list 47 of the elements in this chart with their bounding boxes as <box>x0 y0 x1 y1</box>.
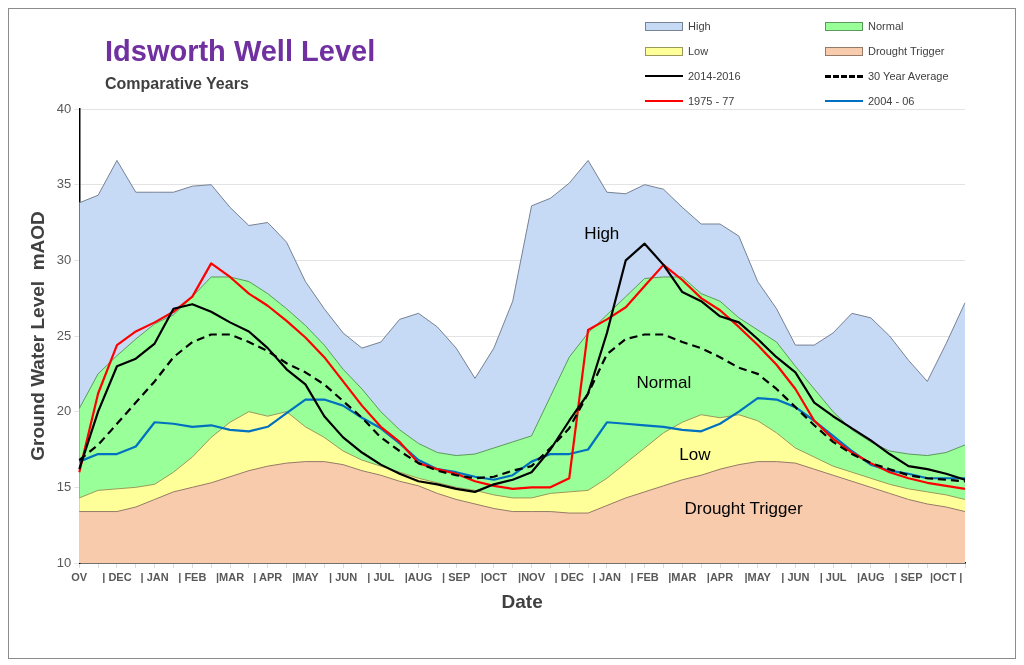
x-tick-label: | JAN <box>140 570 169 583</box>
x-tick-label: | FEB <box>630 570 659 583</box>
legend-label: Low <box>688 45 709 57</box>
legend-label: High <box>688 20 711 32</box>
x-tick-label: | JAN <box>592 570 622 583</box>
x-tick-label: | SEP <box>442 570 471 583</box>
x-tick-label: | APR <box>253 570 283 583</box>
x-tick-label: |OCT <box>480 570 508 583</box>
x-tick-label: |AUG <box>404 570 433 583</box>
y-tick-label: 10 <box>56 554 72 570</box>
annotation: Low <box>679 444 712 464</box>
annotation: Drought Trigger <box>684 499 803 519</box>
x-tick-label: | DEC <box>554 570 584 583</box>
legend-label: 2014-2016 <box>688 70 741 82</box>
x-tick-label: |MAY <box>744 570 772 583</box>
legend-label: 2004 - 06 <box>868 95 915 107</box>
x-tick-label: | DEC <box>102 570 132 583</box>
y-tick-label: 35 <box>56 176 72 192</box>
chart-title: Idsworth Well Level <box>105 35 376 68</box>
x-tick-label: |OCT | <box>929 570 963 583</box>
legend-label: 1975 - 77 <box>688 95 735 107</box>
x-tick-label: |APR <box>706 570 734 583</box>
y-tick-label: 15 <box>56 478 72 494</box>
x-tick-label: | SEP <box>894 570 923 583</box>
y-tick-label: 30 <box>56 251 72 267</box>
x-tick-label: |MAR <box>668 570 697 583</box>
annotation: High <box>584 223 620 243</box>
chart-subtitle: Comparative Years <box>105 75 249 93</box>
y-tick-label: 20 <box>56 403 72 419</box>
legend-label: Drought Trigger <box>868 45 945 57</box>
x-tick-label: | JUL <box>819 570 847 583</box>
legend-label: Normal <box>868 20 904 32</box>
x-tick-label: | JUN <box>329 570 358 583</box>
x-tick-label: | JUN <box>781 570 810 583</box>
y-axis-title: Ground Water Level mAOD <box>26 211 48 461</box>
x-tick-label: | FEB <box>178 570 207 583</box>
y-tick-label: 25 <box>56 327 72 343</box>
x-axis-title: Date <box>501 590 543 612</box>
x-tick-label: |AUG <box>857 570 885 583</box>
y-tick-label: 40 <box>56 100 72 116</box>
x-tick-label: | JUL <box>367 570 395 583</box>
annotation: Normal <box>636 372 692 392</box>
x-tick-label: OV <box>71 570 88 583</box>
x-tick-label: |MAR <box>215 570 245 583</box>
x-tick-label: |NOV <box>518 570 546 583</box>
x-tick-label: |MAY <box>292 570 320 583</box>
legend-label: 30 Year Average <box>868 70 949 82</box>
